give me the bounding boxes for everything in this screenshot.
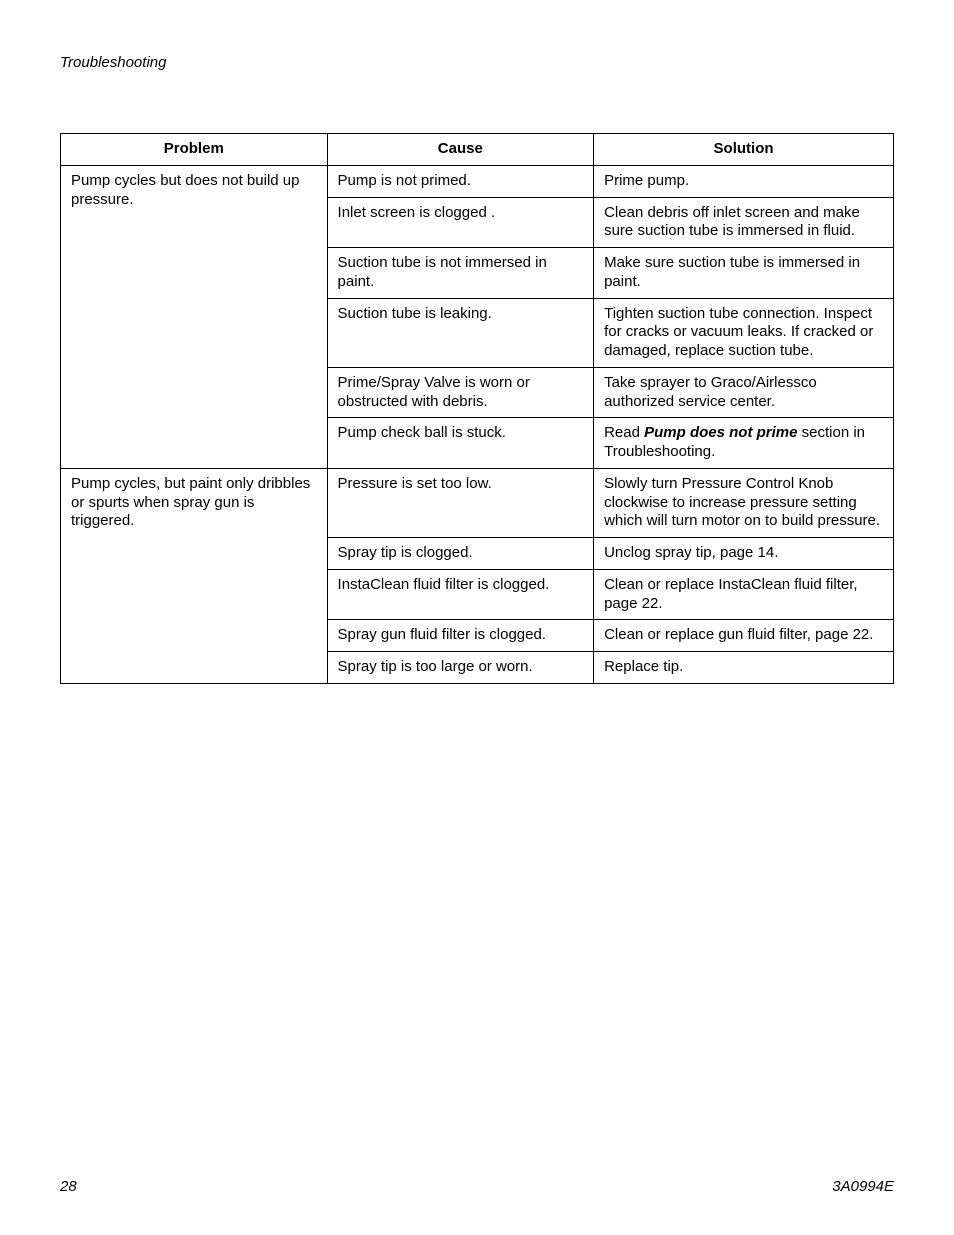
page-footer: 28 3A0994E: [60, 1178, 894, 1195]
table-header-row: Problem Cause Solution: [61, 134, 894, 166]
cell-solution: Unclog spray tip, page 14.: [594, 538, 894, 570]
cell-solution: Clean or replace InstaClean fluid filter…: [594, 569, 894, 620]
cell-solution: Prime pump.: [594, 165, 894, 197]
cell-problem: Pump cycles, but paint only dribbles or …: [61, 468, 328, 683]
cell-cause: Pump check ball is stuck.: [327, 418, 594, 469]
table-row: Pump cycles but does not build up pressu…: [61, 165, 894, 197]
cell-cause: InstaClean fluid filter is clogged.: [327, 569, 594, 620]
section-title: Troubleshooting: [60, 54, 894, 71]
cell-cause: Spray gun fluid filter is clogged.: [327, 620, 594, 652]
cell-solution: Slowly turn Pressure Control Knob clockw…: [594, 468, 894, 537]
cell-solution: Clean debris off inlet screen and make s…: [594, 197, 894, 248]
cell-cause: Inlet screen is clogged .: [327, 197, 594, 248]
cell-problem: Pump cycles but does not build up pressu…: [61, 165, 328, 468]
cell-solution: Make sure suction tube is immersed in pa…: [594, 248, 894, 299]
solution-emphasis: Pump does not prime: [644, 424, 797, 441]
cell-solution: Read Pump does not prime section in Trou…: [594, 418, 894, 469]
cell-cause: Pump is not primed.: [327, 165, 594, 197]
solution-text: Read: [604, 424, 644, 441]
cell-solution: Replace tip.: [594, 652, 894, 684]
page: Troubleshooting Problem Cause Solution P…: [0, 0, 954, 1235]
cell-cause: Pressure is set too low.: [327, 468, 594, 537]
cell-solution: Tighten suction tube connection. Inspect…: [594, 298, 894, 367]
col-problem: Problem: [61, 134, 328, 166]
cell-cause: Spray tip is clogged.: [327, 538, 594, 570]
cell-solution: Take sprayer to Graco/Airlessco authoriz…: [594, 367, 894, 418]
cell-cause: Prime/Spray Valve is worn or obstructed …: [327, 367, 594, 418]
troubleshooting-table: Problem Cause Solution Pump cycles but d…: [60, 133, 894, 684]
cell-cause: Suction tube is leaking.: [327, 298, 594, 367]
cell-cause: Suction tube is not immersed in paint.: [327, 248, 594, 299]
table-body: Pump cycles but does not build up pressu…: [61, 165, 894, 683]
cell-cause: Spray tip is too large or worn.: [327, 652, 594, 684]
col-cause: Cause: [327, 134, 594, 166]
cell-solution: Clean or replace gun fluid filter, page …: [594, 620, 894, 652]
table-row: Pump cycles, but paint only dribbles or …: [61, 468, 894, 537]
doc-id: 3A0994E: [832, 1178, 894, 1195]
page-number: 28: [60, 1178, 77, 1195]
col-solution: Solution: [594, 134, 894, 166]
